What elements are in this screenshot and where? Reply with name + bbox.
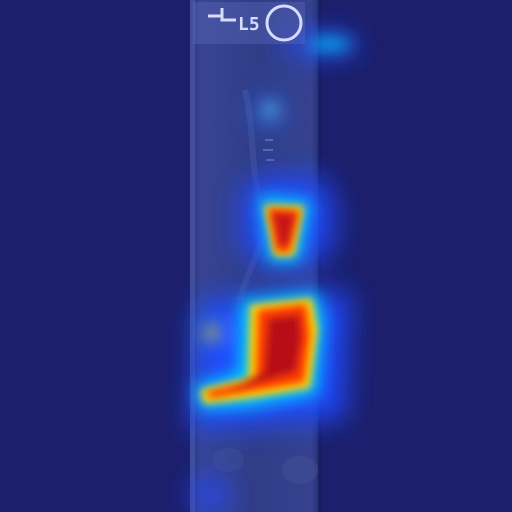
marker-label: L5	[238, 14, 260, 35]
heat-red-layer	[206, 208, 310, 398]
circle-marker-icon	[265, 4, 303, 42]
orientation-marker-icon: L5	[193, 2, 305, 44]
